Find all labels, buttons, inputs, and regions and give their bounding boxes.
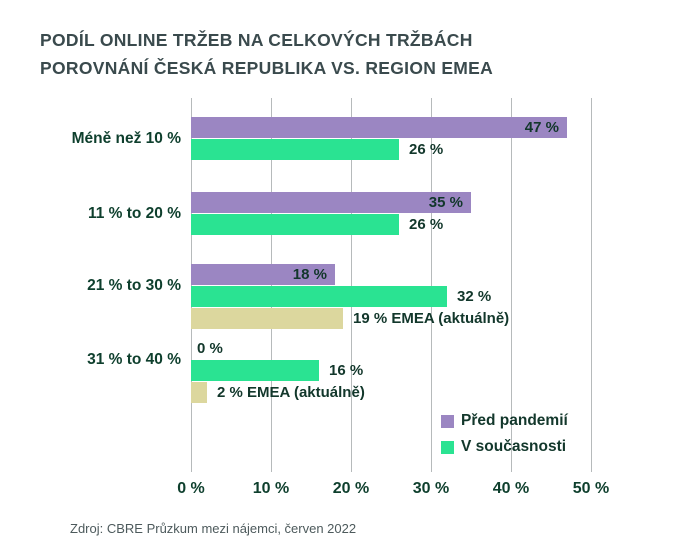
- bar-value-label: 35 %: [428, 194, 463, 211]
- chart-title-line1: PODÍL ONLINE TRŽEB NA CELKOVÝCH TRŽBÁCH: [40, 30, 473, 50]
- legend-item-v-soucasnosti: V současnosti: [441, 437, 568, 457]
- bar-purple: 18 %: [191, 264, 335, 285]
- gridline: [191, 98, 192, 472]
- bar-wheat: [191, 382, 207, 403]
- x-axis-tick-label: 0 %: [177, 480, 205, 497]
- legend: Před pandemií V současnosti: [441, 411, 568, 463]
- gridline: [351, 98, 352, 472]
- gridline: [271, 98, 272, 472]
- gridline: [591, 98, 592, 472]
- legend-item-pred-pandemii: Před pandemií: [441, 411, 568, 431]
- chart-title-line2: POROVNÁNÍ ČESKÁ REPUBLIKA VS. REGION EME…: [40, 58, 494, 78]
- x-axis-tick-label: 50 %: [572, 480, 610, 497]
- legend-swatch-purple-icon: [441, 414, 454, 428]
- plot-area: 47 % 35 % 18 % 0 % 26 % 26 % 32 % 16 % 19 % EMEA…: [191, 98, 592, 472]
- bar-green: [191, 139, 399, 160]
- category-label: 11 % to 20 %: [87, 205, 181, 222]
- bar-value-label: 26 %: [409, 141, 444, 158]
- legend-swatch-green-icon: [441, 440, 454, 454]
- category-label: Méně než 10 %: [71, 130, 181, 147]
- legend-label: V současnosti: [461, 438, 567, 455]
- x-axis-tick-label: 20 %: [332, 480, 370, 497]
- bar-value-label: 18 %: [292, 266, 327, 283]
- source-note: Zdroj: CBRE Průzkum mezi nájemci, červen…: [70, 521, 357, 536]
- bar-green: [191, 360, 319, 381]
- bar-purple: 35 %: [191, 192, 471, 213]
- bar-value-label: 26 %: [409, 216, 444, 233]
- bar-value-label: 19 % EMEA (aktuálně): [353, 310, 510, 327]
- bar-value-label: 16 %: [329, 362, 364, 379]
- x-axis-tick-label: 30 %: [412, 480, 450, 497]
- category-label: 21 % to 30 %: [87, 277, 181, 294]
- bar-value-label: 32 %: [457, 288, 492, 305]
- bar-value-label: 0 %: [197, 340, 223, 357]
- bar-purple: 47 %: [191, 117, 567, 138]
- gridline: [431, 98, 432, 472]
- chart-title: PODÍL ONLINE TRŽEB NA CELKOVÝCH TRŽBÁCH …: [40, 26, 493, 82]
- bar-value-label: 47 %: [524, 119, 559, 136]
- bar-value-label: 2 % EMEA (aktuálně): [217, 384, 365, 401]
- bar-wheat: [191, 308, 343, 329]
- bar-green: [191, 286, 447, 307]
- x-axis-tick-label: 10 %: [252, 480, 290, 497]
- gridline: [511, 98, 512, 472]
- bar-green: [191, 214, 399, 235]
- x-axis-tick-label: 40 %: [492, 480, 530, 497]
- category-label: 31 % to 40 %: [87, 351, 181, 368]
- legend-label: Před pandemií: [461, 412, 568, 429]
